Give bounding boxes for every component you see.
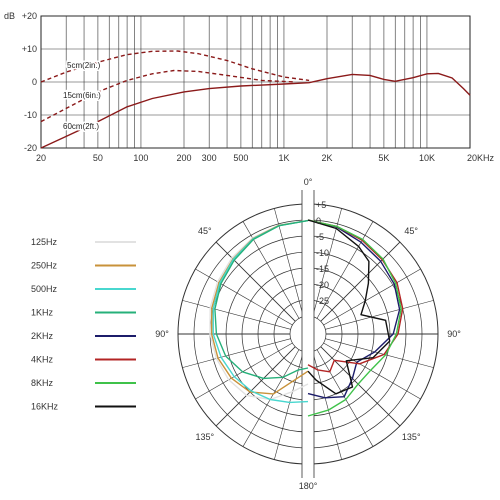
polar-spoke <box>215 241 296 322</box>
x-tick-label: 5K <box>378 153 389 163</box>
angle-label: 90° <box>447 329 461 339</box>
y-unit-label: dB <box>4 11 15 21</box>
r-tick-label: -20 <box>316 280 329 290</box>
y-tick-label: -10 <box>24 110 37 120</box>
y-tick-label: +10 <box>22 44 37 54</box>
polar-spoke <box>323 342 421 400</box>
polar-spoke <box>215 346 296 427</box>
frequency-response-grid <box>40 15 471 149</box>
x-tick-label: 2K <box>321 153 332 163</box>
polar-spoke <box>242 349 300 447</box>
r-tick-label: -25 <box>316 296 329 306</box>
frequency-response-series <box>40 50 471 149</box>
legend-label-500hz: 500Hz <box>31 284 58 294</box>
legend-label-2khz: 2KHz <box>31 331 54 341</box>
frequency-response-labels: +20 +10 0 -10 -20 dB 20 50 100 200 300 500 1K 2K 5K 10K… <box>4 11 494 163</box>
r-tick-label: -5 <box>316 232 324 242</box>
angle-label: 90° <box>155 329 169 339</box>
r-tick-label: +5 <box>316 200 326 210</box>
polar-series-250hz <box>210 219 309 395</box>
legend-label-4khz: 4KHz <box>31 355 54 365</box>
polar-spoke <box>316 349 374 447</box>
legend-label-125hz: 125Hz <box>31 237 58 247</box>
r-tick-label: -10 <box>316 248 329 258</box>
angle-label: 135° <box>195 432 214 442</box>
series-label-15cm-6in: 15cm(6in.) <box>63 91 101 100</box>
angle-label: 45° <box>198 226 212 236</box>
polar-labels: +5 0 -5 -10 -15 -20 -25 0° 45° 90° 135° 180° 135° 90°… <box>155 177 461 491</box>
x-tick-label: 100 <box>133 153 148 163</box>
polar-spoke <box>182 300 291 330</box>
r-tick-label: 0 <box>316 216 321 226</box>
polar-series-1khz <box>214 219 309 380</box>
polar-pattern-chart: +5 0 -5 -10 -15 -20 -25 0° 45° 90° 135° 180° 135° 90°… <box>155 177 461 491</box>
x-tick-label: 20 <box>36 153 46 163</box>
frequency-response-chart: +20 +10 0 -10 -20 dB 20 50 100 200 300 500 1K 2K 5K 10K… <box>4 11 494 163</box>
polar-legend: 125Hz 250Hz 500Hz 1KHz 2KHz 4KHz 8KHz 16KHz <box>31 237 136 412</box>
y-tick-label: -20 <box>24 143 37 153</box>
polar-series-4khz <box>307 219 404 373</box>
series-label-60cm-2ft: 60cm(2ft.) <box>63 122 99 131</box>
x-tick-label: 300 <box>202 153 217 163</box>
angle-label: 0° <box>304 177 313 187</box>
polar-spoke <box>274 208 304 317</box>
r-tick-label: -15 <box>316 264 329 274</box>
polar-spoke <box>182 338 291 368</box>
series-line-60cm-2ft <box>40 72 471 149</box>
angle-label: 180° <box>299 481 318 491</box>
legend-label-8khz: 8KHz <box>31 378 54 388</box>
legend-label-1khz: 1KHz <box>31 308 54 318</box>
legend-label-250hz: 250Hz <box>31 261 58 271</box>
x-tick-label: 500 <box>233 153 248 163</box>
polar-grid <box>177 190 439 478</box>
polar-spoke <box>325 300 434 330</box>
polar-spoke <box>323 268 421 326</box>
series-label-5cm-2in: 5cm(2in.) <box>67 61 101 70</box>
polar-spoke <box>195 342 293 400</box>
polar-spoke <box>325 338 434 368</box>
x-tick-label: 200 <box>176 153 191 163</box>
polar-series <box>209 219 404 417</box>
x-tick-label: 10K <box>419 153 435 163</box>
polar-series-8khz <box>307 219 402 417</box>
polar-series-16khz <box>307 219 391 395</box>
series-line-5cm-2in <box>40 50 310 83</box>
y-tick-label: 0 <box>32 77 37 87</box>
y-tick-label: +20 <box>22 11 37 21</box>
polar-spoke <box>195 268 293 326</box>
legend-label-16khz: 16KHz <box>31 402 59 412</box>
polar-center-divider <box>302 190 314 478</box>
polar-spoke <box>316 221 374 319</box>
angle-label: 135° <box>402 432 421 442</box>
x-tick-label: 1K <box>278 153 289 163</box>
x-tick-label: 20KHz <box>467 153 495 163</box>
polar-spoke <box>320 241 401 322</box>
polar-series-2khz <box>307 219 401 399</box>
angle-label: 45° <box>404 226 418 236</box>
x-tick-label: 50 <box>93 153 103 163</box>
